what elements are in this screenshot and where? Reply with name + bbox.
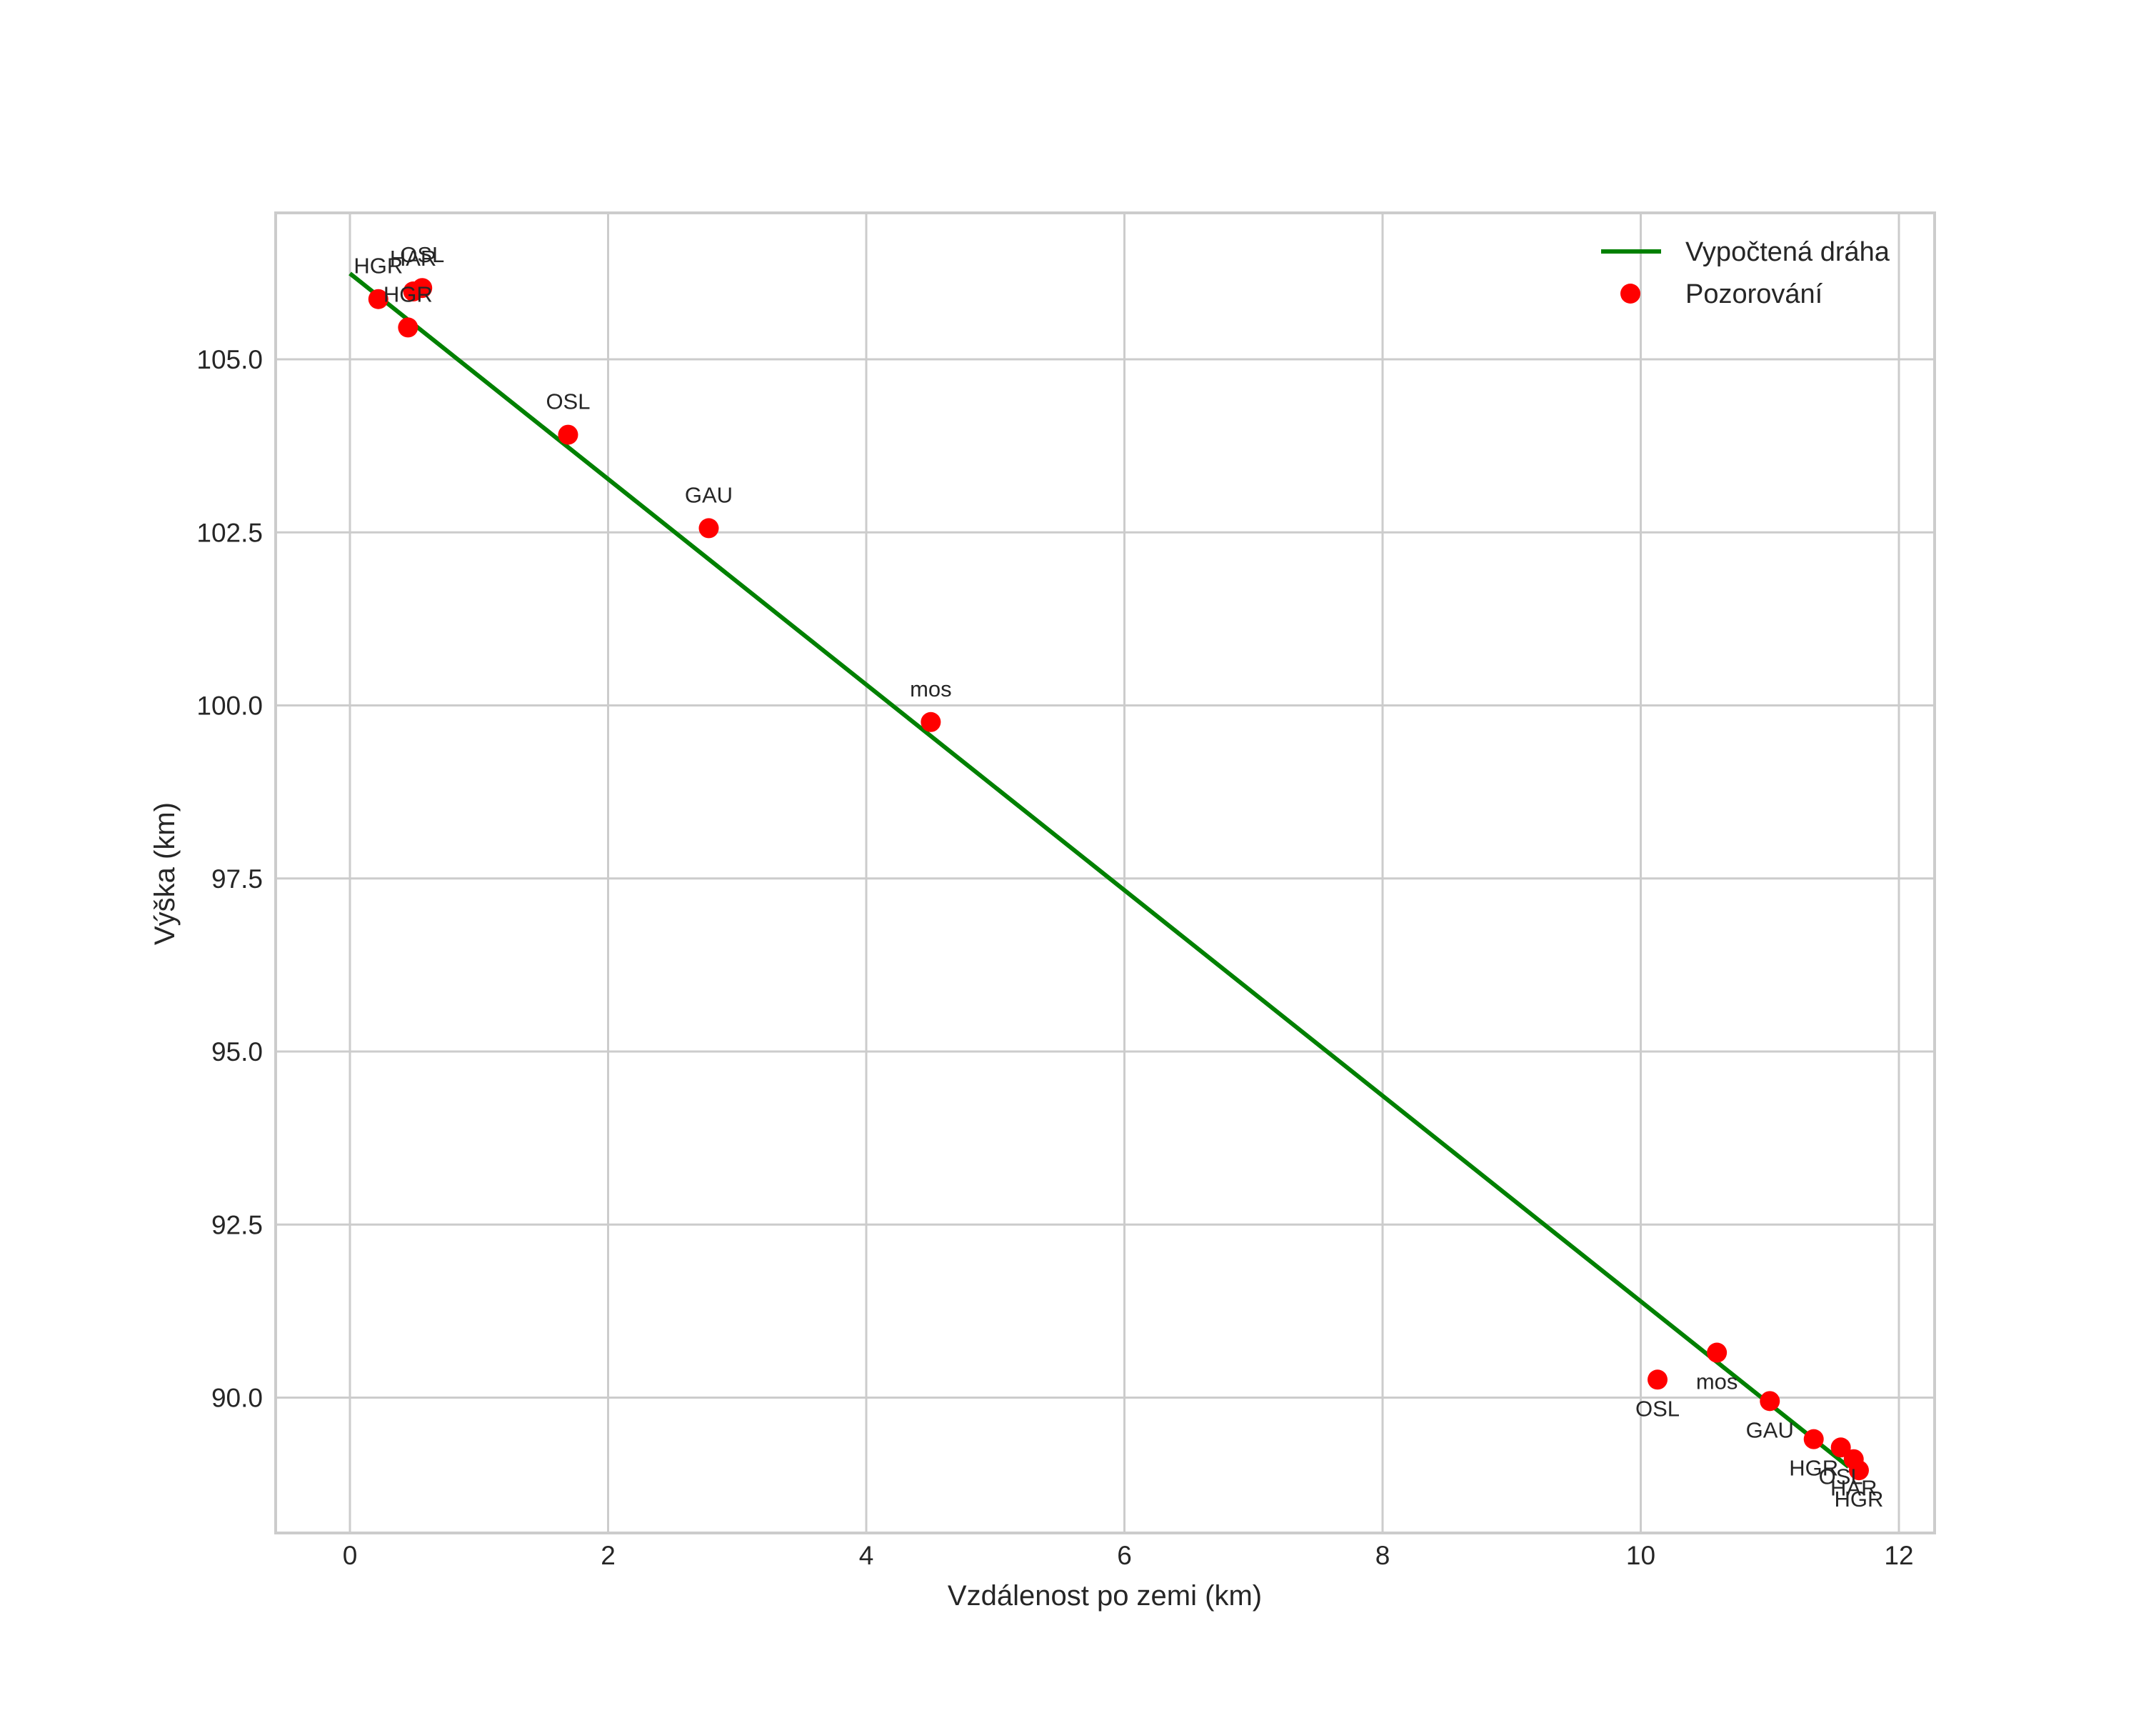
observation-label: OSL (1819, 1464, 1863, 1489)
observation-point (1647, 1369, 1668, 1390)
legend-marker-icon (1620, 284, 1640, 304)
observation-point (368, 289, 388, 309)
observation-point (398, 317, 418, 338)
y-gridlines (276, 358, 1935, 1399)
y-tick-label: 102.5 (196, 518, 263, 547)
observation-point (698, 518, 719, 539)
observation-label: HGR (383, 281, 433, 306)
x-tick-label: 6 (1117, 1541, 1132, 1570)
observation-label: GAU (1746, 1417, 1794, 1442)
x-tick-label: 0 (343, 1541, 358, 1570)
observation-point (412, 278, 433, 299)
observation-point (1760, 1391, 1780, 1412)
y-axis-label: Výška (km) (149, 802, 181, 945)
observation-point (1803, 1429, 1824, 1449)
observation-label: HGR (1835, 1487, 1884, 1512)
legend-label-trajectory: Vypočtená dráha (1685, 237, 1890, 267)
observation-label: HGR (1789, 1456, 1838, 1481)
computed-trajectory-line (349, 271, 1850, 1469)
observation-point (1830, 1437, 1851, 1458)
y-tick-labels: 90.0 92.5 95.0 97.5 100.0 102.5 105.0 (196, 345, 263, 1413)
x-tick-labels: 0 2 4 6 8 10 12 (343, 1541, 1914, 1570)
observation-label: mos (910, 676, 952, 701)
observation-points (368, 278, 1869, 1481)
x-gridlines (349, 213, 1900, 1533)
observation-label: OSL (400, 242, 444, 267)
y-tick-label: 100.0 (196, 691, 263, 721)
legend-label-observations: Pozorování (1685, 279, 1823, 309)
trajectory-line (349, 271, 1850, 1469)
x-axis-label: Vzdálenost po zemi (km) (948, 1580, 1262, 1612)
y-tick-label: 105.0 (196, 345, 263, 374)
legend: Vypočtená dráha Pozorování (1601, 237, 1890, 309)
observation-point (558, 424, 578, 445)
y-tick-label: 97.5 (211, 864, 263, 894)
x-tick-label: 8 (1375, 1541, 1390, 1570)
observation-label: OSL (1635, 1396, 1680, 1421)
observation-label: OSL (546, 389, 590, 414)
y-tick-label: 95.0 (211, 1037, 263, 1067)
observation-point (1707, 1342, 1728, 1363)
observation-point (921, 711, 941, 732)
x-tick-label: 2 (601, 1541, 616, 1570)
x-tick-label: 12 (1884, 1541, 1913, 1570)
observation-label: HAR (1830, 1476, 1877, 1501)
observation-label: HGR (354, 254, 403, 279)
x-tick-label: 4 (859, 1541, 874, 1570)
observation-label: GAU (685, 482, 733, 507)
x-tick-label: 10 (1626, 1541, 1655, 1570)
observation-labels: HGRHGRHAROSLOSLGAUmosOSLmosGAUHGROSLHARH… (354, 242, 1883, 1512)
y-tick-label: 92.5 (211, 1210, 263, 1239)
observation-label: HAR (390, 246, 436, 271)
y-tick-label: 90.0 (211, 1384, 263, 1413)
observation-point (1848, 1460, 1869, 1481)
plot-frame (274, 211, 1936, 1534)
observation-label: mos (1696, 1369, 1738, 1394)
